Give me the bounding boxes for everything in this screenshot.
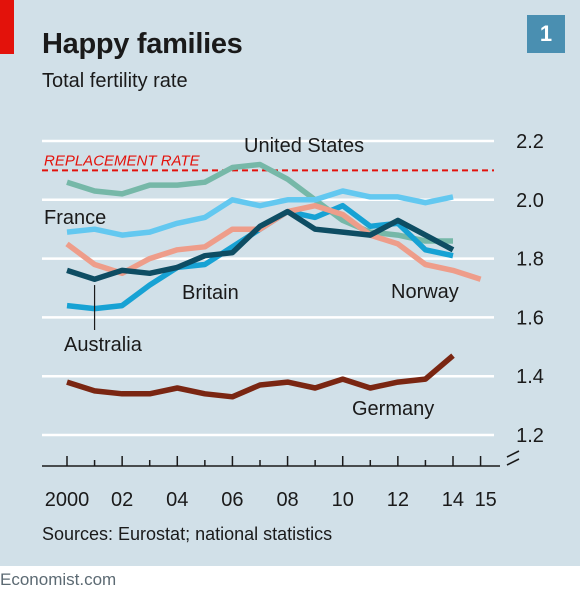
chart-subtitle: Total fertility rate xyxy=(42,70,188,92)
chart-title: Happy families xyxy=(42,28,243,60)
series-labels: United States France Britain Norway Australi… xyxy=(44,135,459,420)
source-note: Sources: Eurostat; national statistics xyxy=(42,524,333,544)
x-tick-label: 06 xyxy=(221,489,243,511)
series-label-australia: Australia xyxy=(64,334,143,356)
chart-panel xyxy=(0,0,580,566)
x-tick-label: 14 xyxy=(442,489,464,511)
series-label-france: France xyxy=(44,207,106,229)
y-tick-label: 1.6 xyxy=(516,307,544,329)
y-tick-label: 1.8 xyxy=(516,249,544,271)
chart-number-badge: 1 xyxy=(527,15,565,53)
series-label-britain: Britain xyxy=(182,282,239,304)
y-tick-label: 2.2 xyxy=(516,131,544,153)
x-tick-label: 04 xyxy=(166,489,188,511)
x-axis: 2000 02 04 06 08 10 12 14 15 xyxy=(42,456,500,511)
x-tick-label: 2000 xyxy=(45,489,90,511)
x-tick-label: 12 xyxy=(387,489,409,511)
y-tick-label: 1.4 xyxy=(516,366,544,388)
line-chart: REPLACEMENT RATE United States France Brit… xyxy=(42,131,544,511)
series-line-united-states xyxy=(66,161,453,244)
series-line-germany xyxy=(66,353,455,400)
x-tick-label: 15 xyxy=(475,489,497,511)
y-axis: 1.2 1.4 1.6 1.8 2.0 2.2 xyxy=(506,131,544,466)
y-tick-label: 2.0 xyxy=(516,190,544,212)
x-tick-label: 08 xyxy=(276,489,298,511)
axis-break-icon xyxy=(506,450,520,466)
series-line-france xyxy=(66,188,454,238)
series-line-australia xyxy=(66,208,455,282)
x-tick-label: 10 xyxy=(332,489,354,511)
brand-red-tag xyxy=(0,0,14,54)
publisher-credit: Economist.com xyxy=(0,570,117,589)
replacement-rate-label: REPLACEMENT RATE xyxy=(44,152,201,169)
series-label-germany: Germany xyxy=(352,398,434,420)
x-tick-label: 02 xyxy=(111,489,133,511)
series-label-norway: Norway xyxy=(391,281,459,303)
series-lines xyxy=(65,161,482,400)
y-tick-label: 1.2 xyxy=(516,425,544,447)
series-label-united-states: United States xyxy=(244,135,364,157)
